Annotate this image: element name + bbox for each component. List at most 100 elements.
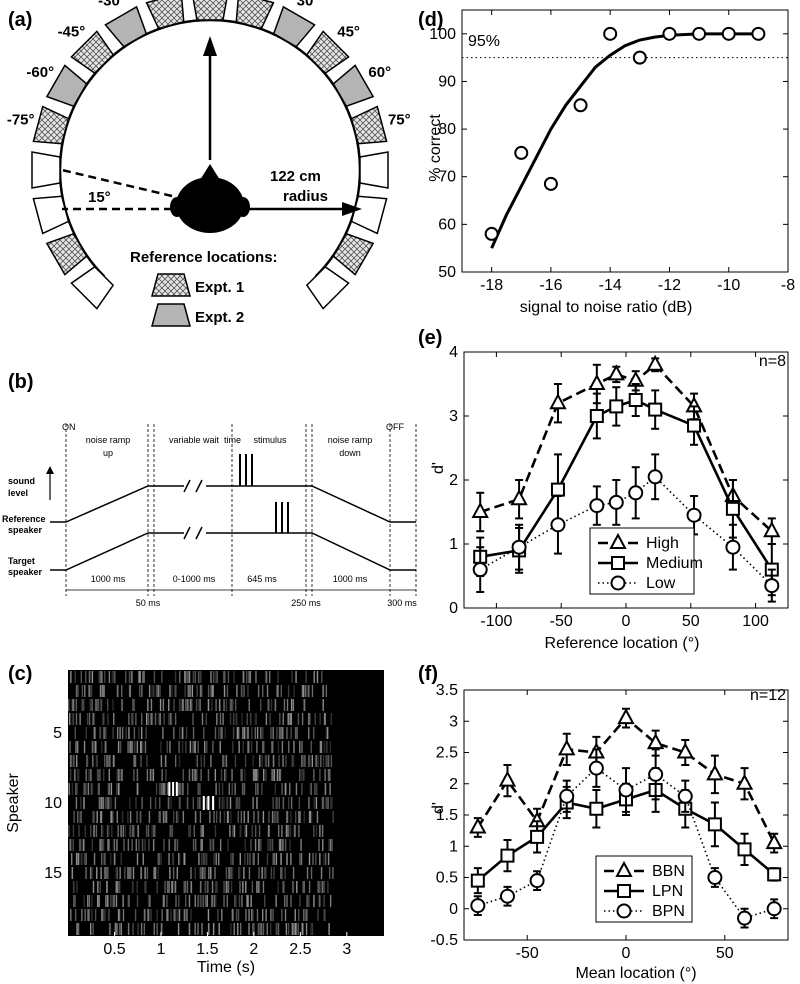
noise-cell (170, 713, 173, 725)
noise-cell (103, 727, 105, 739)
noise-cell (208, 867, 210, 879)
noise-cell (149, 909, 151, 921)
noise-cell (251, 909, 253, 921)
noise-cell (221, 727, 223, 739)
noise-cell (205, 741, 207, 753)
noise-cell (175, 811, 178, 823)
noise-cell (140, 867, 142, 879)
noise-cell (91, 867, 93, 879)
noise-cell (256, 727, 259, 739)
noise-cell (289, 839, 291, 851)
noise-cell (325, 685, 328, 697)
noise-cell (209, 839, 211, 851)
noise-cell (302, 909, 305, 921)
noise-cell (86, 755, 89, 767)
noise-cell (316, 811, 319, 823)
noise-cell (83, 797, 85, 809)
noise-cell (102, 713, 104, 725)
phase-label-ramp-down-1: noise ramp (328, 435, 373, 445)
noise-cell (191, 769, 194, 781)
noise-cell (98, 769, 100, 781)
noise-cell (72, 825, 75, 837)
noise-cell (272, 853, 274, 865)
noise-cell (183, 853, 186, 865)
noise-cell (251, 727, 253, 739)
noise-cell (282, 797, 285, 809)
noise-cell (166, 741, 168, 753)
noise-cell (224, 769, 226, 781)
f-ylabel: d' (430, 802, 447, 814)
triangle-marker (706, 764, 724, 781)
noise-cell (327, 797, 329, 809)
noise-cell (252, 769, 255, 781)
noise-cell (281, 909, 283, 921)
speaker-icon (350, 195, 388, 235)
noise-cell (239, 923, 242, 935)
noise-cell (223, 671, 226, 683)
noise-cell (322, 839, 324, 851)
noise-cell (180, 783, 182, 795)
noise-cell (174, 685, 176, 697)
noise-cell (230, 867, 232, 879)
noise-cell (75, 909, 77, 921)
noise-cell (206, 741, 208, 753)
noise-cell (85, 727, 87, 739)
noise-cell (99, 769, 101, 781)
noise-cell (308, 853, 311, 865)
noise-cell (293, 923, 295, 935)
circle-marker (764, 578, 780, 594)
noise-cell (317, 755, 319, 767)
noise-cell (240, 769, 242, 781)
square-marker (617, 884, 631, 898)
noise-cell (324, 783, 327, 795)
noise-cell (162, 727, 164, 739)
noise-cell (105, 867, 107, 879)
circle-marker (707, 870, 723, 885)
noise-cell (155, 783, 158, 795)
noise-cell (84, 825, 87, 837)
noise-cell (249, 853, 251, 865)
noise-cell (301, 713, 304, 725)
noise-cell (201, 713, 204, 725)
noise-cell (267, 699, 270, 711)
arrowhead-up-icon-b (46, 466, 54, 474)
noise-cell (194, 895, 196, 907)
noise-cell (159, 713, 161, 725)
noise-cell (159, 685, 161, 697)
noise-cell (192, 839, 195, 851)
noise-cell (270, 839, 272, 851)
noise-cell (266, 923, 268, 935)
noise-cell (291, 755, 293, 767)
noise-cell (75, 713, 78, 725)
noise-cell (313, 769, 315, 781)
legend-swatch-expt2 (151, 303, 191, 327)
noise-cell (223, 797, 225, 809)
noise-cell (92, 755, 94, 767)
noise-cell (237, 811, 239, 823)
noise-cell (227, 881, 230, 893)
noise-cell (152, 839, 155, 851)
y-tick-label: 1 (449, 838, 458, 855)
noise-cell (199, 685, 202, 697)
reference-burst (207, 796, 210, 810)
noise-cell (297, 713, 300, 725)
square-marker (550, 482, 565, 497)
noise-cell (277, 741, 280, 753)
noise-cell (322, 755, 325, 767)
noise-cell (281, 783, 283, 795)
noise-cell (230, 853, 232, 865)
noise-cell (289, 825, 292, 837)
noise-cell (259, 923, 261, 935)
noise-cell (191, 685, 194, 697)
noise-cell (150, 909, 153, 921)
noise-cell (96, 867, 98, 879)
noise-cell (182, 699, 184, 711)
noise-cell (71, 755, 73, 767)
noise-cell (189, 881, 192, 893)
noise-cell (270, 909, 272, 921)
noise-cell (80, 853, 83, 865)
noise-cell (214, 671, 217, 683)
noise-cell (319, 769, 321, 781)
noise-cell (293, 825, 296, 837)
